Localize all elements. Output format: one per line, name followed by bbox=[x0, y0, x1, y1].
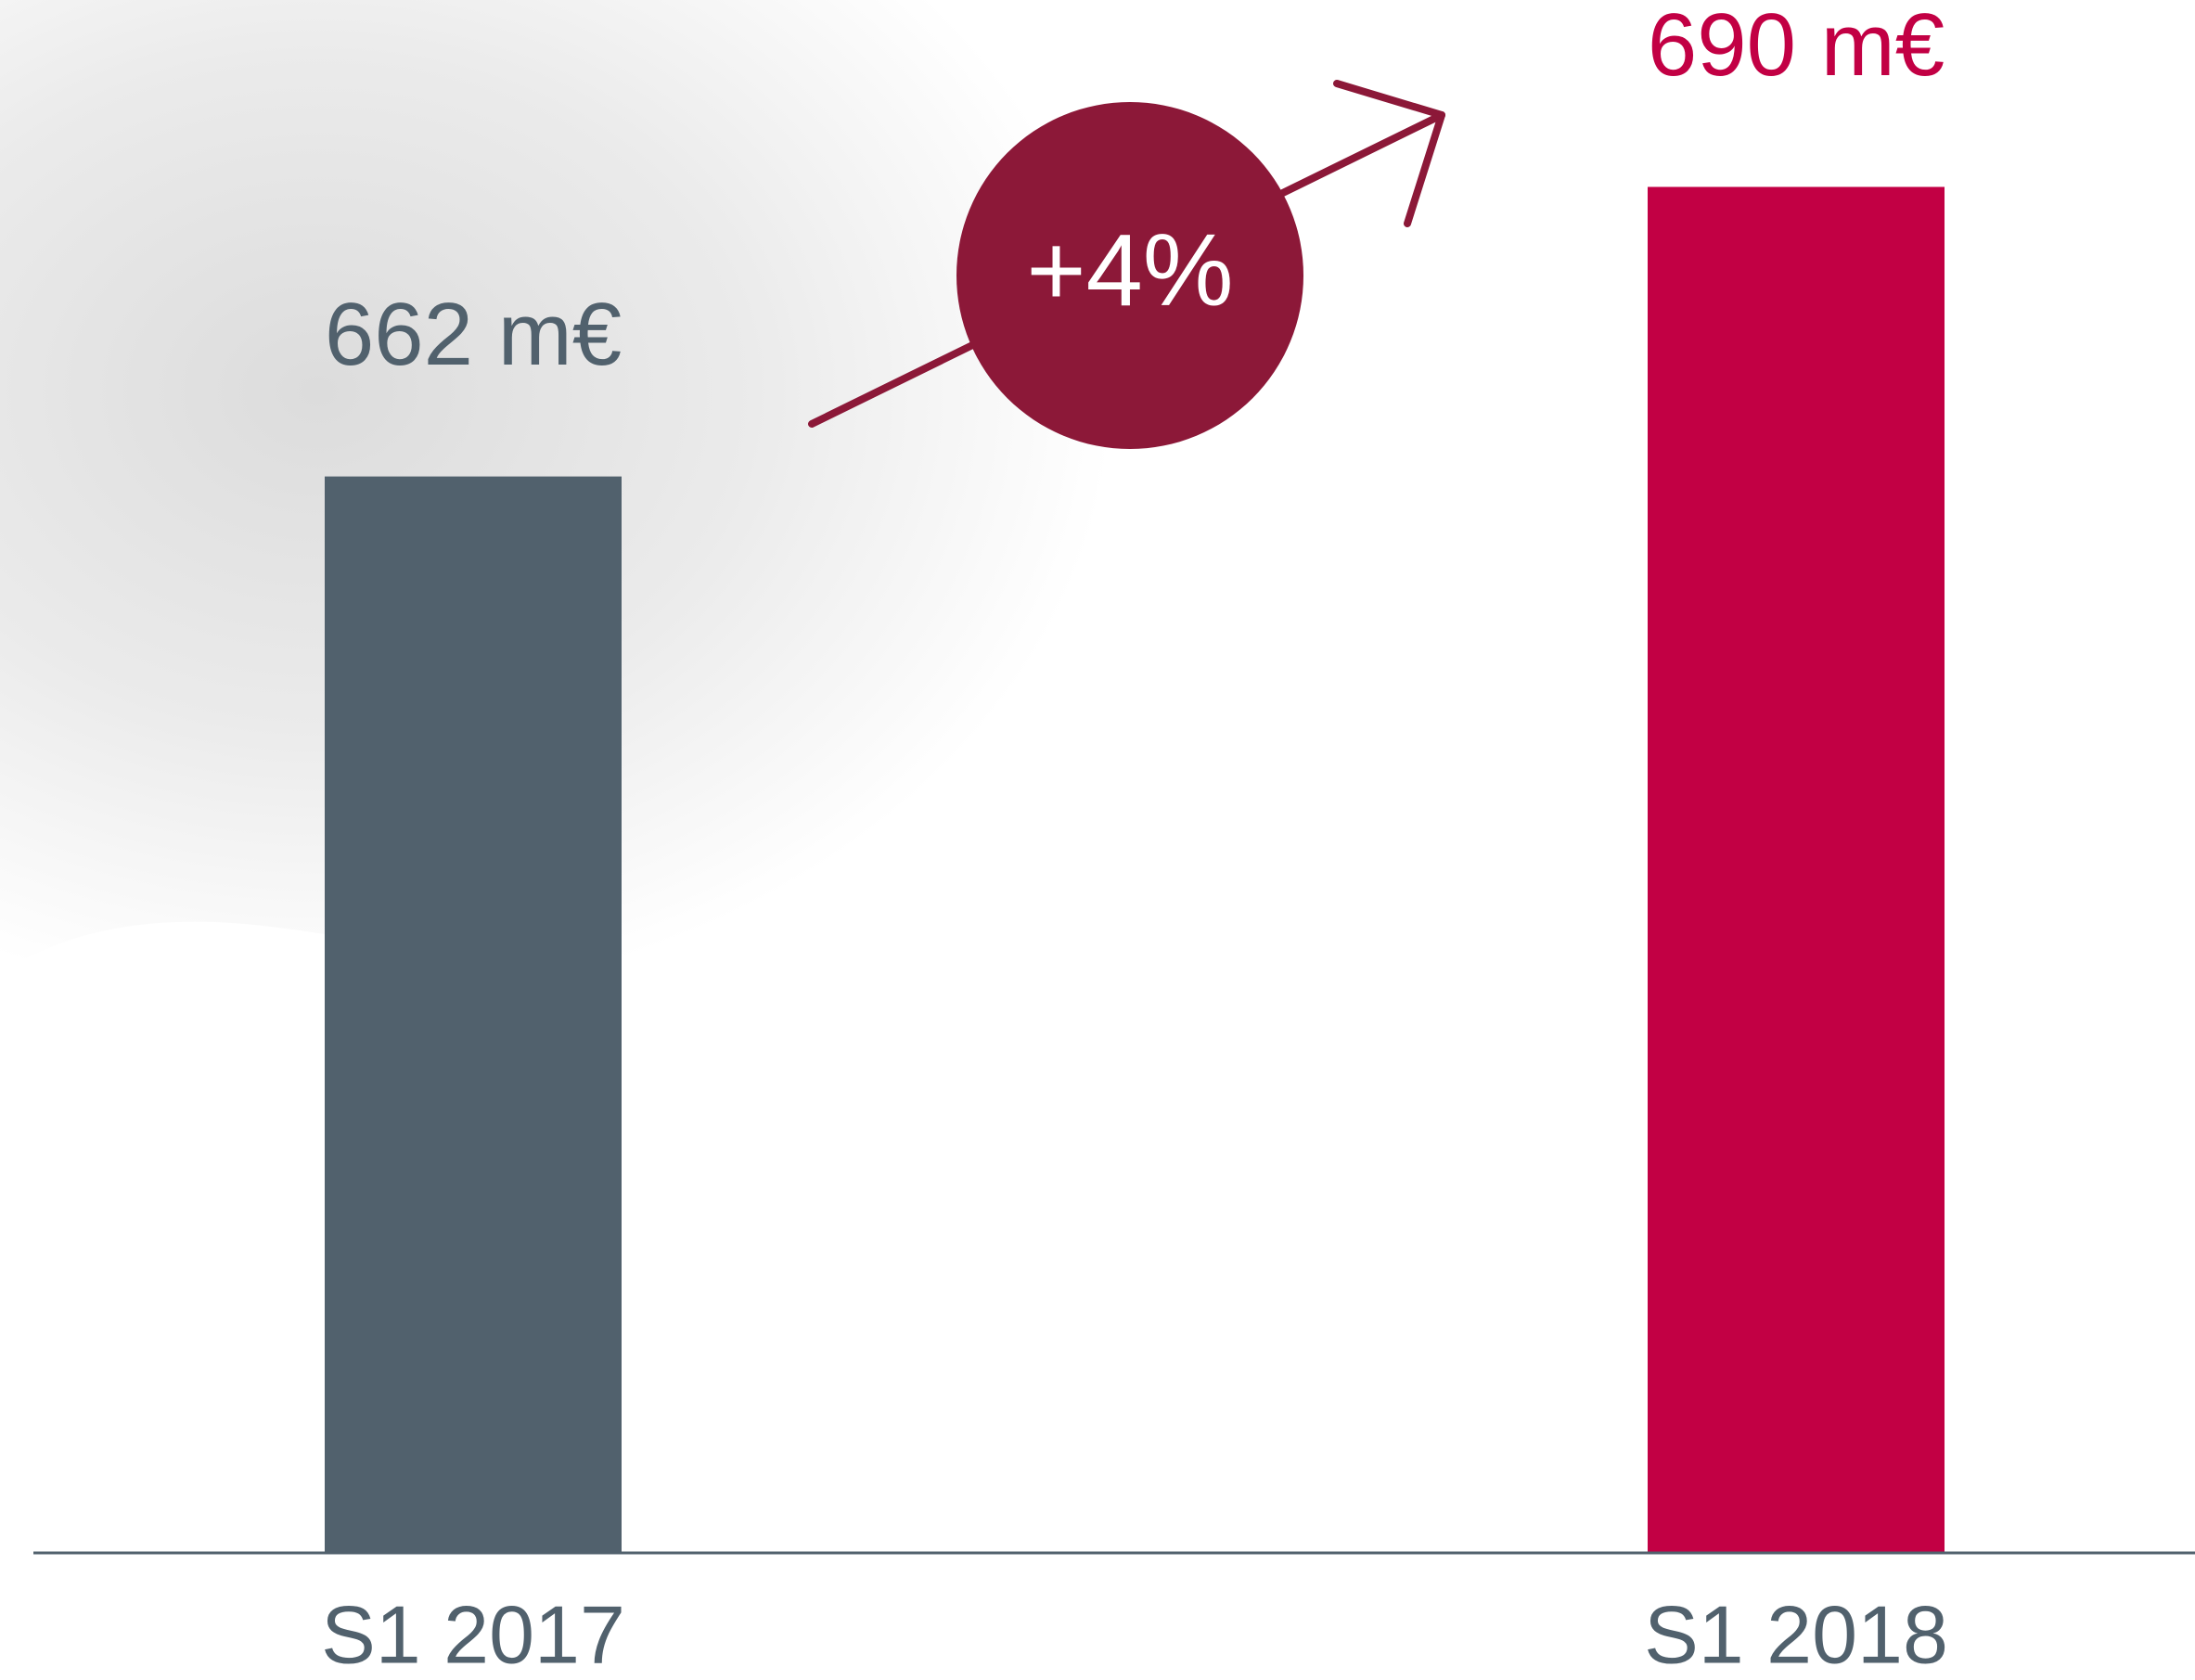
chart: +4% 662 m€ S1 2017 690 m€ S1 2018 bbox=[0, 0, 2195, 1680]
bar bbox=[1648, 186, 1945, 1552]
page: {"chart_data": {"type": "bar", "categori… bbox=[0, 0, 2195, 1680]
x-tick-label: S1 2018 bbox=[1644, 1588, 1948, 1680]
value-label: 662 m€ bbox=[325, 285, 622, 384]
growth-label: +4% bbox=[1026, 213, 1233, 327]
bar bbox=[325, 477, 622, 1552]
x-tick-label: S1 2017 bbox=[321, 1588, 625, 1680]
value-label: 690 m€ bbox=[1648, 0, 1945, 95]
